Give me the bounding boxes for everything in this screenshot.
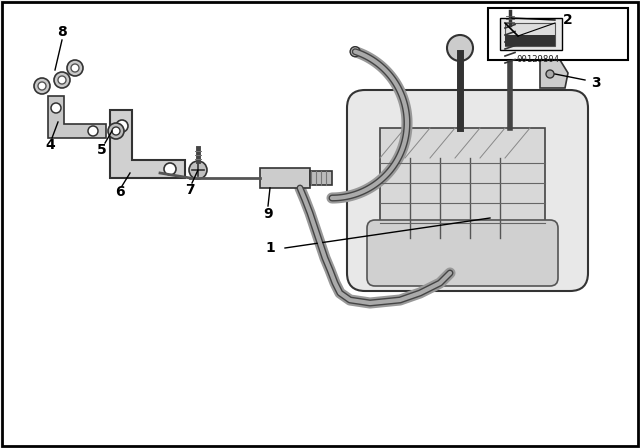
- Text: 9: 9: [263, 207, 273, 221]
- Polygon shape: [110, 110, 185, 178]
- Circle shape: [112, 127, 120, 135]
- FancyBboxPatch shape: [347, 90, 588, 291]
- Bar: [500, 18, 562, 50]
- Circle shape: [88, 126, 98, 136]
- Circle shape: [189, 161, 207, 179]
- Circle shape: [51, 103, 61, 113]
- Polygon shape: [505, 23, 555, 46]
- Circle shape: [164, 163, 176, 175]
- Text: 00129804: 00129804: [516, 55, 559, 64]
- Polygon shape: [48, 96, 106, 138]
- Bar: [380, 128, 545, 243]
- Circle shape: [34, 78, 50, 94]
- Circle shape: [71, 64, 79, 72]
- Circle shape: [447, 35, 473, 61]
- Circle shape: [116, 120, 128, 132]
- FancyBboxPatch shape: [367, 220, 558, 286]
- Text: 3: 3: [591, 76, 601, 90]
- Bar: [260, 168, 310, 188]
- Text: 8: 8: [57, 25, 67, 39]
- Polygon shape: [505, 35, 555, 46]
- Circle shape: [67, 60, 83, 76]
- Text: 5: 5: [97, 143, 107, 157]
- Text: 2: 2: [563, 13, 573, 27]
- Circle shape: [38, 82, 46, 90]
- Circle shape: [503, 11, 517, 25]
- Circle shape: [58, 76, 66, 84]
- Text: 4: 4: [45, 138, 55, 152]
- Circle shape: [108, 123, 124, 139]
- Text: 6: 6: [115, 185, 125, 199]
- Polygon shape: [540, 60, 568, 88]
- Circle shape: [350, 47, 360, 56]
- Text: 1: 1: [265, 241, 275, 255]
- Bar: [488, 8, 628, 60]
- Circle shape: [54, 72, 70, 88]
- Text: 7: 7: [185, 183, 195, 197]
- Bar: [310, 171, 332, 185]
- Circle shape: [546, 70, 554, 78]
